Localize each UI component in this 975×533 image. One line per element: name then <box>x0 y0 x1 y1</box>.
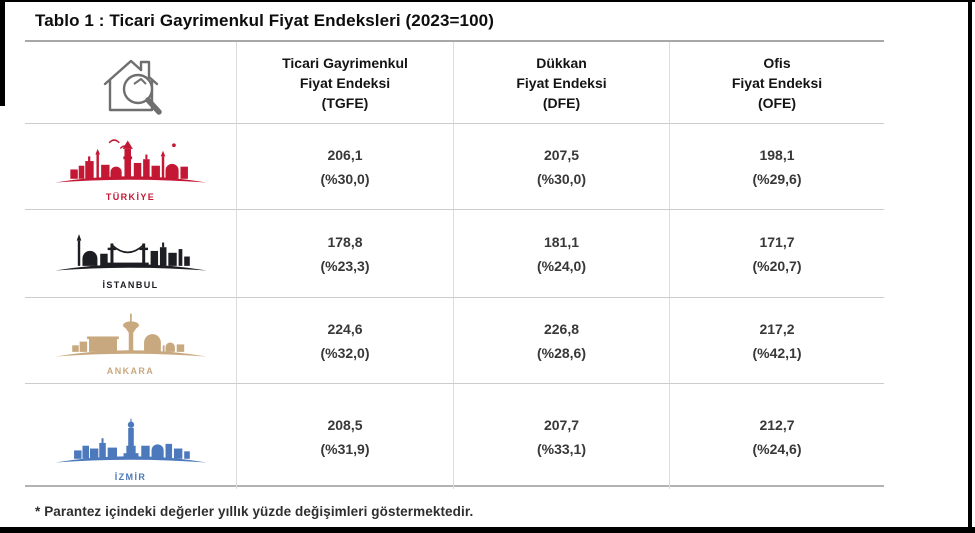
header-line: (DFE) <box>542 94 581 111</box>
header-line: Fiyat Endeksi <box>516 74 607 91</box>
index-value: 178,8 <box>327 233 363 250</box>
skyline-istanbul-icon <box>54 234 207 271</box>
change-value: (%28,6) <box>536 344 587 361</box>
skyline-izmir-icon <box>54 418 207 463</box>
header-line: (TGFE) <box>321 94 369 111</box>
city-cell-izmir: İZMİR <box>25 384 237 489</box>
header-line: (OFE) <box>757 94 797 111</box>
value-cell-ankara-tgfe: 224,6 (%32,0) <box>237 298 454 384</box>
skyline-ankara-icon <box>54 313 207 357</box>
change-value: (%30,0) <box>320 170 370 187</box>
change-value: (%29,6) <box>752 170 802 187</box>
value-cell-istanbul-tgfe: 178,8 (%23,3) <box>237 210 454 298</box>
index-value: 212,7 <box>759 416 795 433</box>
value-cell-istanbul-dfe: 181,1 (%24,0) <box>454 210 670 298</box>
city-label: İSTANBUL <box>102 280 159 290</box>
city-label: ANKARA <box>106 366 155 376</box>
index-value: 171,7 <box>759 233 795 250</box>
index-value: 206,1 <box>327 146 363 163</box>
skyline-turkiye-icon <box>54 139 207 183</box>
change-value: (%31,9) <box>320 440 370 457</box>
value-cell-ankara-ofe: 217,2 (%42,1) <box>670 298 884 384</box>
house-magnifier-icon <box>103 59 162 115</box>
value-cell-turkiye-tgfe: 206,1 (%30,0) <box>237 124 454 210</box>
column-header-tgfe: Ticari Gayrimenkul Fiyat Endeksi (TGFE) <box>237 42 454 124</box>
value-cell-turkiye-dfe: 207,5 (%30,0) <box>454 124 670 210</box>
change-value: (%33,1) <box>536 440 587 457</box>
page-border-top <box>0 0 975 2</box>
value-cell-turkiye-ofe: 198,1 (%29,6) <box>670 124 884 210</box>
index-value: 226,8 <box>543 320 580 337</box>
value-cell-izmir-dfe: 207,7 (%33,1) <box>454 384 670 489</box>
column-header-dfe: Dükkan Fiyat Endeksi (DFE) <box>454 42 670 124</box>
value-cell-izmir-ofe: 212,7 (%24,6) <box>670 384 884 489</box>
header-line: Fiyat Endeksi <box>731 74 823 91</box>
header-line: Fiyat Endeksi <box>299 74 391 91</box>
city-label: İZMİR <box>114 472 147 482</box>
page-border-bottom <box>0 527 975 533</box>
change-value: (%32,0) <box>320 344 370 361</box>
header-line: Dükkan <box>536 54 587 71</box>
index-value: 198,1 <box>759 146 795 163</box>
change-value: (%24,6) <box>752 440 802 457</box>
value-cell-izmir-tgfe: 208,5 (%31,9) <box>237 384 454 489</box>
table-corner-cell <box>25 42 237 124</box>
index-value: 181,1 <box>543 233 580 250</box>
city-cell-turkiye: TÜRKİYE <box>25 124 237 210</box>
city-cell-ankara: ANKARA <box>25 298 237 384</box>
change-value: (%30,0) <box>536 170 587 187</box>
header-line: Ofis <box>763 54 791 71</box>
footnote: * Parantez içindeki değerler yıllık yüzd… <box>35 504 474 519</box>
index-value: 224,6 <box>327 320 363 337</box>
index-value: 207,5 <box>543 146 580 163</box>
column-header-ofe: Ofis Fiyat Endeksi (OFE) <box>670 42 884 124</box>
page-border-left <box>0 0 5 106</box>
change-value: (%42,1) <box>752 344 802 361</box>
header-line: Ticari Gayrimenkul <box>282 54 408 71</box>
table-title: Tablo 1 : Ticari Gayrimenkul Fiyat Endek… <box>35 11 494 30</box>
index-value: 217,2 <box>759 320 795 337</box>
change-value: (%23,3) <box>320 257 370 274</box>
price-index-table: Ticari Gayrimenkul Fiyat Endeksi (TGFE) … <box>25 40 884 489</box>
value-cell-ankara-dfe: 226,8 (%28,6) <box>454 298 670 384</box>
change-value: (%24,0) <box>536 257 587 274</box>
change-value: (%20,7) <box>752 257 802 274</box>
city-label: TÜRKİYE <box>105 192 156 202</box>
index-value: 207,7 <box>543 416 580 433</box>
index-value: 208,5 <box>327 416 363 433</box>
value-cell-istanbul-ofe: 171,7 (%20,7) <box>670 210 884 298</box>
city-cell-istanbul: İSTANBUL <box>25 210 237 298</box>
page-border-right <box>968 0 972 533</box>
